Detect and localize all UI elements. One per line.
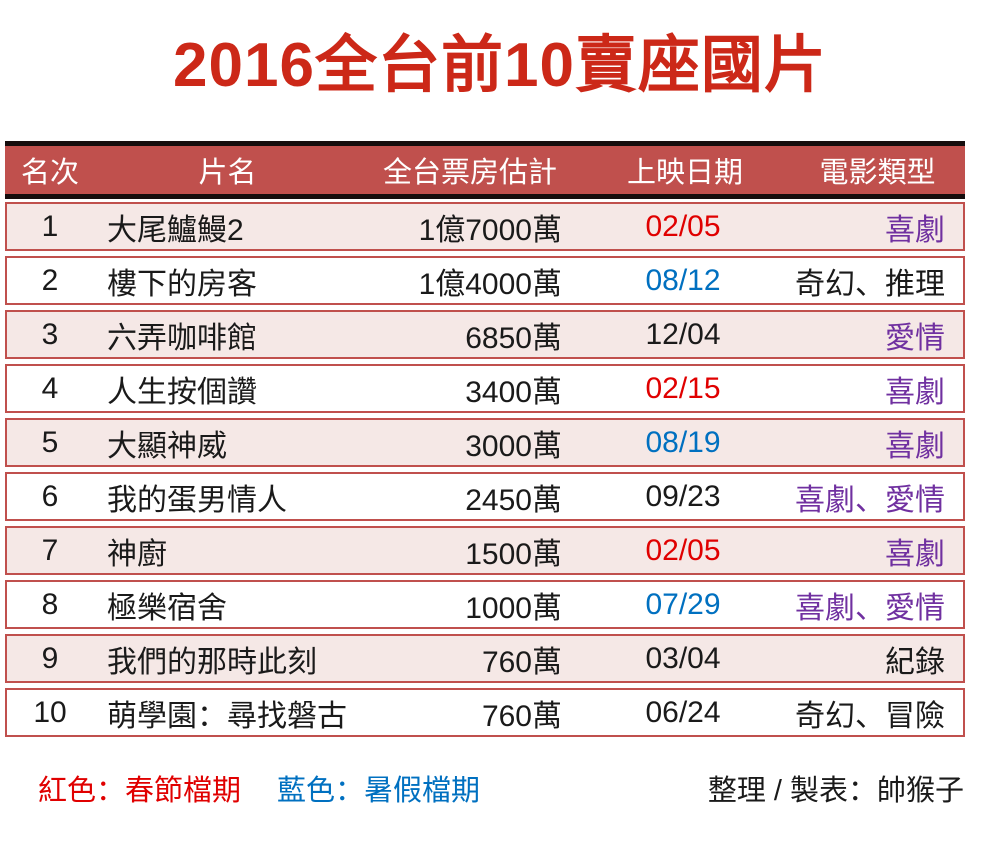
boxoffice-cell: 1億4000萬 (418, 267, 562, 301)
boxoffice-cell: 2450萬 (465, 483, 562, 517)
boxoffice-cell: 760萬 (481, 645, 562, 679)
rank-cell: 1 (41, 209, 59, 243)
genre-cell: 愛情 (885, 321, 945, 355)
rank-cell: 10 (33, 695, 67, 729)
title-cell: 大尾鱸鰻2 (107, 213, 244, 247)
genre-cell: 喜劇 (885, 429, 945, 463)
table-row: 10 萌學園：尋找磐古 760萬 06/24 奇幻、冒險 (5, 688, 965, 738)
date-cell: 02/05 (645, 533, 721, 567)
rank-cell: 9 (41, 641, 59, 675)
date-cell: 12/04 (645, 317, 721, 351)
table-row: 1 大尾鱸鰻2 1億7000萬 02/05 喜劇 (5, 202, 965, 252)
boxoffice-cell: 760萬 (481, 699, 562, 733)
header-cell-title: 片名 (198, 157, 257, 190)
genre-cell: 奇幻、冒險 (795, 699, 945, 733)
title-cell: 萌學園：尋找磐古 (107, 699, 347, 733)
title-cell: 樓下的房客 (107, 267, 257, 301)
boxoffice-cell: 1000萬 (465, 591, 562, 625)
header-cell-genre: 電影類型 (819, 157, 936, 190)
date-cell: 09/23 (645, 479, 721, 513)
genre-cell: 奇幻、推理 (795, 267, 945, 301)
title-cell: 我的蛋男情人 (107, 483, 287, 517)
title-cell: 極樂宿舍 (107, 591, 227, 625)
title-cell: 大顯神威 (107, 429, 227, 463)
table-header-row: 名次 片名 全台票房估計 上映日期 電影類型 (5, 146, 965, 195)
genre-cell: 紀錄 (885, 645, 945, 679)
box-office-table: 名次 片名 全台票房估計 上映日期 電影類型 1 大尾鱸鰻2 1億7000萬 02/0… (5, 141, 965, 738)
table-row: 5 大顯神威 3000萬 08/19 喜劇 (5, 418, 965, 468)
table-row: 7 神廚 1500萬 02/05 喜劇 (5, 526, 965, 576)
header-cell-boxoffice: 全台票房估計 (382, 157, 557, 190)
genre-cell: 喜劇、愛情 (795, 483, 945, 517)
boxoffice-cell: 6850萬 (465, 321, 562, 355)
genre-cell: 喜劇 (885, 213, 945, 247)
table-row: 6 我的蛋男情人 2450萬 09/23 喜劇、愛情 (5, 472, 965, 522)
rank-cell: 2 (41, 263, 59, 297)
date-cell: 02/15 (645, 371, 721, 405)
boxoffice-cell: 3000萬 (465, 429, 562, 463)
date-cell: 02/05 (645, 209, 721, 243)
boxoffice-cell: 1億7000萬 (418, 213, 562, 247)
header-cell-date: 上映日期 (626, 157, 743, 190)
header-bottom-border (5, 194, 965, 200)
boxoffice-cell: 3400萬 (465, 375, 562, 409)
rank-cell: 3 (41, 317, 59, 351)
footer: 紅色：春節檔期 藍色：暑假檔期 整理 / 製表：帥猴子 (0, 767, 1000, 809)
title-cell: 人生按個讚 (107, 375, 257, 409)
date-cell: 08/12 (645, 263, 721, 297)
table-row: 9 我們的那時此刻 760萬 03/04 紀錄 (5, 634, 965, 684)
date-cell: 03/04 (645, 641, 721, 675)
table-top-border (5, 141, 965, 147)
rank-cell: 8 (41, 587, 59, 621)
title-cell: 我們的那時此刻 (107, 645, 317, 679)
table-row: 3 六弄咖啡館 6850萬 12/04 愛情 (5, 310, 965, 360)
date-cell: 06/24 (645, 695, 721, 729)
title-cell: 六弄咖啡館 (107, 321, 257, 355)
table-row: 8 極樂宿舍 1000萬 07/29 喜劇、愛情 (5, 580, 965, 630)
rank-cell: 7 (41, 533, 59, 567)
table-row: 4 人生按個讚 3400萬 02/15 喜劇 (5, 364, 965, 414)
rank-cell: 6 (41, 479, 59, 513)
date-cell: 07/29 (645, 587, 721, 621)
date-cell: 08/19 (645, 425, 721, 459)
header-cell-rank: 名次 (20, 157, 79, 190)
table-row: 2 樓下的房客 1億4000萬 08/12 奇幻、推理 (5, 256, 965, 306)
legend: 紅色：春節檔期 藍色：暑假檔期 (38, 767, 480, 809)
title-cell: 神廚 (107, 537, 167, 571)
boxoffice-cell: 1500萬 (465, 537, 562, 571)
rank-cell: 4 (41, 371, 59, 405)
rank-cell: 5 (41, 425, 59, 459)
genre-cell: 喜劇 (885, 375, 945, 409)
table-body: 1 大尾鱸鰻2 1億7000萬 02/05 喜劇 2 樓下的房客 1億4000萬 08/12 奇幻… (5, 202, 965, 738)
genre-cell: 喜劇 (885, 537, 945, 571)
legend-spring-label: 紅色：春節檔期 (38, 775, 242, 808)
page-title: 2016全台前10賣座國片 (173, 31, 827, 100)
legend-summer-label: 藍色：暑假檔期 (277, 775, 481, 808)
credit-text: 整理 / 製表：帥猴子 (707, 775, 964, 808)
genre-cell: 喜劇、愛情 (795, 591, 945, 625)
